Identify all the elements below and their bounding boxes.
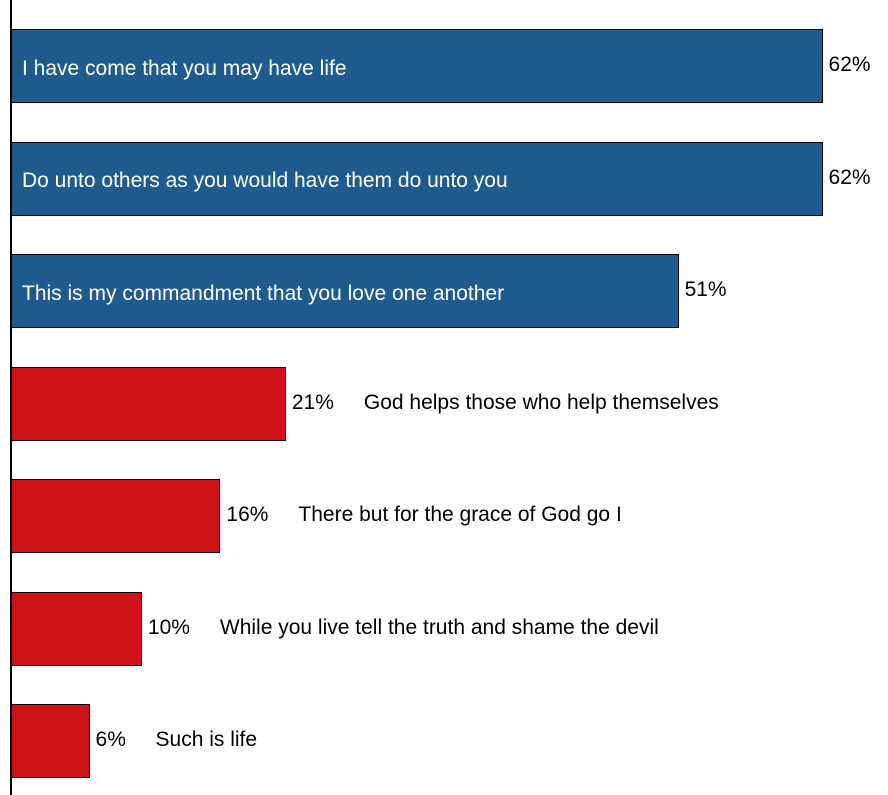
category-label: Such is life [155,728,258,751]
value-label: 21% [291,390,334,414]
value-label: 51% [684,278,727,301]
bar [11,704,90,778]
category-label: Do unto others as you would have them do… [22,169,508,192]
category-label: While you live tell the truth and shame … [219,615,659,639]
category-label: There but for the grace of God go I [298,503,622,526]
bar [11,254,679,328]
bar [11,366,286,441]
category-label: This is my commandment that you love one… [22,281,505,305]
category-label: God helps those who help themselves [363,390,719,414]
category-label: I have come that you may have life [22,56,347,80]
value-label: 16% [226,503,269,526]
bar [11,479,221,553]
bar [11,29,823,103]
bar [11,591,142,666]
value-label: 10% [147,615,190,639]
value-label: 62% [828,53,871,76]
value-label: 6% [95,728,126,751]
bar [11,141,823,216]
value-label: 62% [828,165,871,189]
